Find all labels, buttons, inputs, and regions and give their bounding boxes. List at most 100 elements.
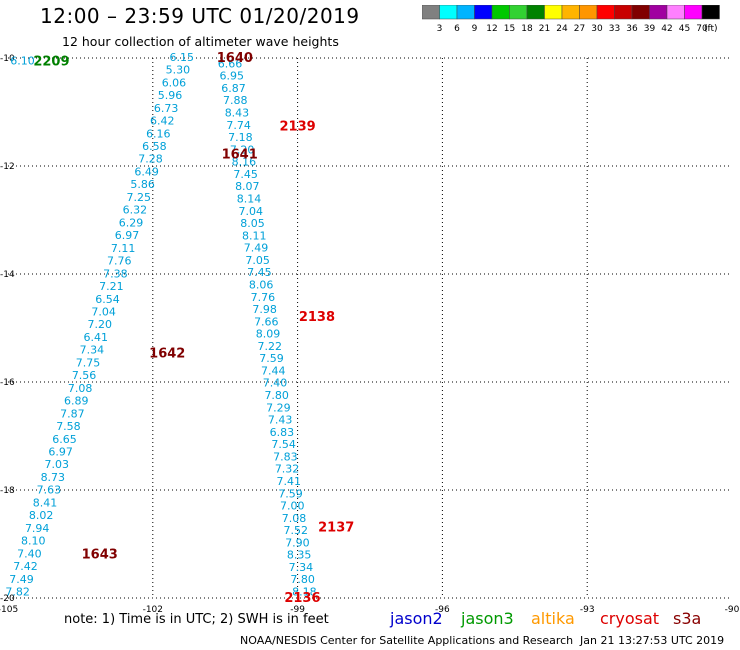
colorbar-label: 30 — [591, 24, 603, 34]
pass-time-label: 2136 — [284, 591, 320, 606]
footer-note: note: 1) Time is in UTC; 2) SWH is in fe… — [64, 612, 329, 627]
y-tick-label: -10 — [0, 54, 15, 64]
wave-height-label: 7.40 — [263, 377, 288, 390]
wave-height-label: 7.40 — [17, 547, 42, 560]
wave-height-label: 6.29 — [119, 216, 144, 229]
pass-time-label: 1642 — [149, 346, 185, 361]
wave-height-label: 7.80 — [290, 573, 315, 586]
wave-height-label: 7.04 — [91, 305, 116, 318]
legend-altika: altika — [531, 609, 575, 628]
wave-height-label: 7.45 — [233, 168, 258, 181]
wave-height-label: 7.56 — [72, 369, 97, 382]
wave-height-label: 8.41 — [33, 496, 58, 509]
y-tick-label: -16 — [0, 378, 15, 388]
colorbar-label: 3 — [437, 24, 443, 34]
wave-height-label: 7.98 — [252, 303, 277, 316]
wave-height-label: 7.43 — [268, 414, 293, 427]
wave-height-label: 7.08 — [282, 512, 307, 525]
colorbar-label: 24 — [556, 24, 568, 34]
wave-height-label: 6.15 — [170, 51, 195, 64]
wave-height-label: 7.11 — [111, 242, 136, 255]
colorbar-label: 6 — [454, 24, 460, 34]
wave-height-label: 7.90 — [285, 536, 310, 549]
wave-height-label: 7.59 — [278, 487, 303, 500]
wave-height-label: 7.34 — [289, 561, 314, 574]
wave-height-label: 6.66 — [218, 57, 243, 70]
wave-height-label: 6.89 — [64, 395, 89, 408]
colorbar-label: 70 — [696, 24, 708, 34]
wave-height-label: 7.42 — [13, 560, 38, 573]
colorbar-label: 36 — [626, 24, 638, 34]
colorbar-unit: (ft) — [704, 24, 718, 34]
pass-time-label: 1641 — [222, 148, 258, 163]
wave-height-label: 7.18 — [228, 131, 253, 144]
wave-height-label: 7.05 — [245, 254, 270, 267]
colorbar-label: 9 — [472, 24, 478, 34]
colorbar-swatch — [701, 5, 720, 20]
wave-height-label: 7.49 — [9, 573, 34, 586]
x-tick-label: -96 — [435, 605, 450, 615]
pass-time-label: 2209 — [33, 55, 69, 70]
x-tick-label: -105 — [0, 605, 18, 615]
wave-height-label: 7.49 — [244, 242, 269, 255]
x-tick-label: -90 — [725, 605, 740, 615]
wave-height-label: 7.54 — [271, 438, 296, 451]
wave-height-label: 6.06 — [162, 76, 187, 89]
wave-height-label: 8.07 — [235, 180, 260, 193]
wave-height-label: 7.44 — [261, 364, 286, 377]
wave-height-label: 8.35 — [287, 549, 312, 562]
wave-height-label: 8.09 — [256, 328, 281, 341]
wave-height-label: 7.34 — [80, 344, 105, 357]
wave-height-label: 7.21 — [99, 280, 124, 293]
y-tick-label: -14 — [0, 270, 15, 280]
wave-height-label: 5.96 — [158, 89, 183, 102]
wave-height-label: 6.83 — [270, 426, 295, 439]
wave-height-label: 7.87 — [60, 407, 85, 420]
wave-height-label: 6.95 — [220, 70, 245, 83]
wave-height-label: 6.97 — [115, 229, 140, 242]
colorbar-label: 21 — [539, 24, 550, 34]
colorbar-label: 42 — [661, 24, 672, 34]
wave-height-label: 7.08 — [68, 382, 93, 395]
wave-height-label: 6.41 — [84, 331, 109, 344]
legend-s3a: s3a — [673, 609, 702, 628]
wave-height-label: 7.20 — [87, 318, 112, 331]
wave-height-label: 7.00 — [280, 500, 305, 513]
wave-height-label: 8.18 — [292, 586, 317, 599]
colorbar-label: 27 — [574, 24, 585, 34]
wave-height-label: 7.58 — [56, 420, 81, 433]
y-tick-label: -20 — [0, 594, 15, 604]
wave-height-label: 6.16 — [146, 127, 171, 140]
wave-height-label: 8.43 — [225, 107, 250, 120]
wave-height-label: 7.76 — [107, 255, 132, 268]
colorbar-label: 15 — [504, 24, 515, 34]
wave-height-label: 6.54 — [95, 293, 120, 306]
wave-height-label: 7.80 — [264, 389, 289, 402]
wave-height-label: 8.10 — [21, 535, 46, 548]
wave-height-label: 8.16 — [232, 156, 257, 169]
wave-height-label: 7.76 — [251, 291, 276, 304]
pass-time-label: 1643 — [82, 548, 118, 563]
wave-height-label: 6.32 — [123, 204, 148, 217]
wave-height-label: 7.75 — [76, 356, 101, 369]
wave-height-label: 7.29 — [266, 401, 291, 414]
wave-height-label: 7.04 — [239, 205, 264, 218]
pass-time-label: 1640 — [217, 51, 253, 66]
wave-height-label: 7.52 — [283, 524, 308, 537]
x-tick-label: -102 — [143, 605, 163, 615]
page-subtitle: 12 hour collection of altimeter wave hei… — [62, 34, 339, 49]
wave-height-label: 7.45 — [247, 266, 272, 279]
colorbar-label: 18 — [521, 24, 533, 34]
wave-height-label: 6.97 — [48, 446, 73, 459]
colorbar-label: 45 — [679, 24, 690, 34]
colorbar-legend: 3 6 9 12 15 18 21 24 27 30 33 36 39 42 45 70(ft) — [422, 5, 720, 34]
wave-height-label: 5.86 — [130, 178, 155, 191]
wave-height-label: 7.03 — [44, 458, 69, 471]
wave-height-label: 8.06 — [249, 278, 274, 291]
wave-height-label: 5.30 — [166, 64, 191, 77]
wave-height-label: 6.10 — [10, 55, 35, 68]
colorbar-label: 33 — [609, 24, 620, 34]
wave-height-label: 6.65 — [52, 433, 77, 446]
page-title: 12:00 – 23:59 UTC 01/20/2019 — [40, 4, 360, 28]
